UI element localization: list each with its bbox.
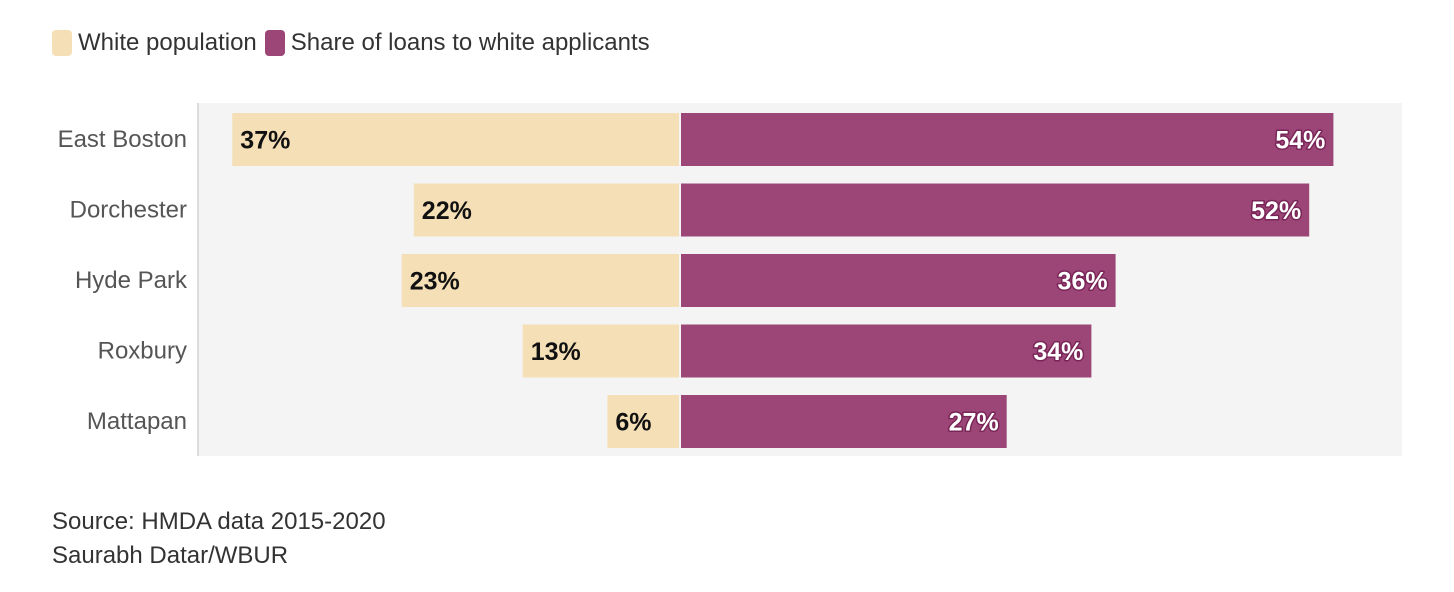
value-label-share-of-loans-east-boston: 54% <box>1275 127 1325 155</box>
value-label-white-population-hyde-park: 23% <box>410 268 460 296</box>
bar-white-population-dorchester <box>413 183 679 237</box>
footer: Source: HMDA data 2015-2020 Saurabh Data… <box>52 505 386 573</box>
value-label-white-population-mattapan: 6% <box>615 409 651 437</box>
bar-white-population-mattapan <box>607 395 679 448</box>
source-note: Source: HMDA data 2015-2020 <box>52 508 386 535</box>
legend: White population Share of loans to white… <box>52 28 658 58</box>
bars-group: East Boston 37% 54% Dorchester 22% 52% Hyde Pa… <box>58 113 1334 448</box>
category-label-east-boston: East Boston <box>58 126 187 153</box>
category-label-mattapan: Mattapan <box>87 408 187 435</box>
credit-note: Saurabh Datar/WBUR <box>52 542 289 569</box>
legend-label-share-of-loans: Share of loans to white applicants <box>290 29 650 56</box>
value-label-share-of-loans-hyde-park: 36% <box>1058 268 1108 296</box>
bar-share-of-loans-hyde-park <box>681 254 1116 307</box>
value-label-white-population-east-boston: 37% <box>240 127 290 155</box>
legend-item-share-of-loans: Share of loans to white applicants <box>264 29 650 57</box>
legend-label-white-population: White population <box>78 29 257 56</box>
bar-white-population-east-boston <box>232 113 680 166</box>
bar-share-of-loans-east-boston <box>681 113 1334 166</box>
value-label-white-population-roxbury: 13% <box>531 338 581 366</box>
bar-white-population-hyde-park <box>401 254 679 307</box>
bar-share-of-loans-roxbury <box>681 324 1092 378</box>
legend-swatch-share-of-loans <box>264 30 285 56</box>
value-label-share-of-loans-roxbury: 34% <box>1033 338 1083 366</box>
category-label-hyde-park: Hyde Park <box>75 267 188 294</box>
bar-white-population-roxbury <box>522 324 679 378</box>
value-label-white-population-dorchester: 22% <box>422 197 472 225</box>
category-label-dorchester: Dorchester <box>70 197 187 224</box>
value-label-share-of-loans-mattapan: 27% <box>949 409 999 437</box>
value-label-share-of-loans-dorchester: 52% <box>1251 197 1301 225</box>
legend-swatch-white-population <box>52 30 72 56</box>
bar-share-of-loans-dorchester <box>681 183 1310 237</box>
category-label-roxbury: Roxbury <box>98 338 187 365</box>
legend-item-white-population: White population <box>52 29 257 57</box>
bar-share-of-loans-mattapan <box>681 395 1007 448</box>
